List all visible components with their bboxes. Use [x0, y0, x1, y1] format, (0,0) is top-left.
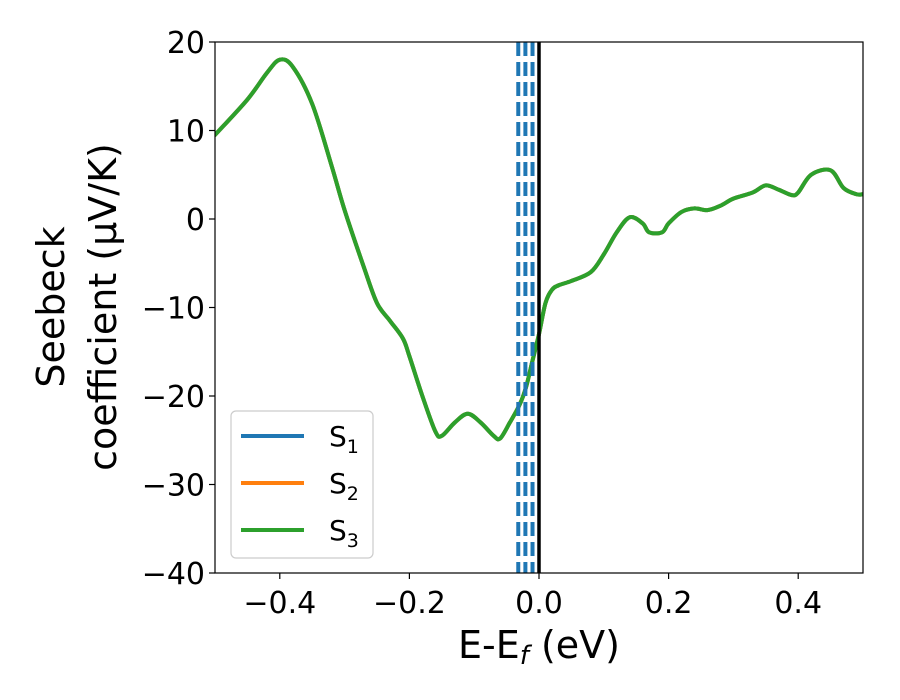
x-axis-label-tail: (eV): [529, 623, 620, 667]
x-axis-label: E-Ef (eV): [458, 623, 620, 671]
legend-label-s1: S1: [329, 420, 359, 458]
x-tick-label: 0.0: [515, 586, 563, 621]
y-axis-label-line2: coefficient (μV/K): [81, 143, 125, 471]
y-tick-label: 10: [167, 115, 205, 150]
series-line-s3: [215, 57, 863, 442]
x-axis-ticks: −0.4 −0.2 0.0 0.2 0.4: [243, 573, 822, 621]
y-axis-ticks: 20 10 0 −10 −20 −30 −40: [142, 26, 215, 592]
plot-lines: [215, 42, 863, 573]
legend-label-s2: S2: [329, 467, 359, 505]
y-axis-label: Seebeck coefficient (μV/K): [29, 143, 125, 471]
x-tick-label: −0.4: [243, 586, 316, 621]
x-tick-label: 0.2: [645, 586, 693, 621]
y-tick-label: 0: [186, 203, 205, 238]
x-tick-label: 0.4: [774, 586, 822, 621]
legend-label-s3: S3: [329, 514, 359, 552]
legend: S1 S2 S3: [230, 410, 374, 559]
y-tick-label: −20: [142, 380, 205, 415]
y-axis-label-line1: Seebeck: [29, 226, 73, 387]
y-tick-label: −30: [142, 469, 205, 504]
x-tick-label: −0.2: [373, 586, 446, 621]
x-axis-label-main: E-E: [458, 623, 520, 667]
y-tick-label: −10: [142, 292, 205, 327]
y-tick-label: 20: [167, 26, 205, 61]
y-tick-label: −40: [142, 557, 205, 592]
